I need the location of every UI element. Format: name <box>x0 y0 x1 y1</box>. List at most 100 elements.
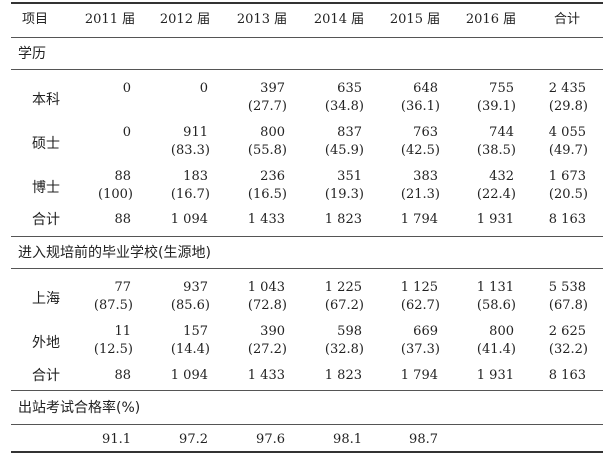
table-cell-percent: (39.1) <box>476 99 516 114</box>
table-cell-value: 97.2 <box>179 432 208 447</box>
table-cell-percent: (87.5) <box>93 298 133 313</box>
header-cell-2013: 2013 届 <box>236 12 288 27</box>
table-cell-value: 88 <box>114 212 131 227</box>
table-cell-value: 8 163 <box>548 212 586 227</box>
table-cell-value: 0 <box>122 125 131 140</box>
row-label-subtotal: 合计 <box>32 212 60 228</box>
section-title-education: 学历 <box>18 46 46 62</box>
table-cell-percent: (83.3) <box>170 143 210 158</box>
table-cell-value: 1 794 <box>400 368 438 383</box>
table-cell-percent: (41.4) <box>476 342 516 357</box>
table-cell-value: 937 <box>183 280 208 295</box>
table-cell-percent: (45.9) <box>324 143 364 158</box>
row-label-master: 硕士 <box>32 136 60 152</box>
table-cell-value: 97.6 <box>256 432 285 447</box>
table-cell-value: 1 094 <box>170 368 208 383</box>
table-cell-percent: (55.8) <box>247 143 287 158</box>
table-cell-percent: (32.8) <box>324 342 364 357</box>
table-cell-percent: (37.3) <box>400 342 440 357</box>
header-cell-total: 合计 <box>553 12 580 27</box>
top-rule <box>11 2 603 4</box>
row-label-shanghai: 上海 <box>32 291 60 307</box>
section-rule-3 <box>11 268 603 269</box>
table-cell-percent: (34.8) <box>324 99 364 114</box>
table-cell-value: 1 125 <box>400 280 438 295</box>
table-cell-percent: (16.7) <box>170 187 210 202</box>
table-cell-percent: (22.4) <box>476 187 516 202</box>
section-title-origin: 进入规培前的毕业学校(生源地) <box>18 245 211 261</box>
table-cell-value: 236 <box>260 169 285 184</box>
table-cell-percent: (29.8) <box>548 99 588 114</box>
table-cell-percent: (58.6) <box>476 298 516 313</box>
row-label-subtotal: 合计 <box>32 368 60 384</box>
section-rule-2 <box>11 236 603 237</box>
table-cell-value: 1 225 <box>324 280 362 295</box>
table-cell-percent: (19.3) <box>324 187 364 202</box>
table-cell-value: 98.1 <box>333 432 362 447</box>
table-cell-value: 5 538 <box>548 280 586 295</box>
table-cell-percent: (20.5) <box>548 187 588 202</box>
header-cell-2015: 2015 届 <box>389 12 441 27</box>
table-cell-percent: (16.5) <box>247 187 287 202</box>
table-cell-percent: (36.1) <box>400 99 440 114</box>
table-cell-value: 432 <box>489 169 514 184</box>
table-cell-value: 800 <box>260 125 285 140</box>
table-cell-value: 1 823 <box>324 368 362 383</box>
table-cell-value: 88 <box>114 368 131 383</box>
table-cell-value: 183 <box>183 169 208 184</box>
header-cell-item: 项目 <box>22 12 49 27</box>
table-cell-value: 8 163 <box>548 368 586 383</box>
header-cell-2016: 2016 届 <box>465 12 517 27</box>
table-cell-value: 11 <box>114 324 131 339</box>
table-cell-value: 2 435 <box>548 81 586 96</box>
table-cell-value: 88 <box>114 169 131 184</box>
table-cell-value: 1 673 <box>548 169 586 184</box>
table-cell-value: 598 <box>337 324 362 339</box>
table-cell-value: 744 <box>489 125 514 140</box>
table-cell-percent: (38.5) <box>476 143 516 158</box>
header-cell-2012: 2012 届 <box>159 12 211 27</box>
row-label-bachelor: 本科 <box>32 92 60 108</box>
table-cell-value: 1 094 <box>170 212 208 227</box>
table-cell-percent: (62.7) <box>400 298 440 313</box>
table-cell-value: 2 625 <box>548 324 586 339</box>
table-cell-value: 390 <box>260 324 285 339</box>
table-cell-percent: (72.8) <box>247 298 287 313</box>
table-cell-percent: (21.3) <box>400 187 440 202</box>
table-cell-value: 1 794 <box>400 212 438 227</box>
table-cell-value: 4 055 <box>548 125 586 140</box>
section-title-pass-rate: 出站考试合格率(%) <box>18 400 141 416</box>
header-cell-2011: 2011 届 <box>84 12 136 27</box>
table-cell-value: 837 <box>337 125 362 140</box>
table-cell-percent: (14.4) <box>170 342 210 357</box>
table-cell-value: 669 <box>413 324 438 339</box>
table-cell-value: 0 <box>199 81 208 96</box>
section-rule-1 <box>11 69 603 70</box>
header-cell-2014: 2014 届 <box>313 12 365 27</box>
row-label-doctor: 博士 <box>32 180 60 196</box>
table-cell-value: 800 <box>489 324 514 339</box>
table-cell-percent: (32.2) <box>548 342 588 357</box>
bottom-rule <box>11 451 603 453</box>
table-cell-value: 763 <box>413 125 438 140</box>
table-cell-value: 383 <box>413 169 438 184</box>
table-cell-value: 1 823 <box>324 212 362 227</box>
table-cell-value: 1 433 <box>247 212 285 227</box>
table-cell-percent: (27.7) <box>247 99 287 114</box>
table-cell-value: 397 <box>260 81 285 96</box>
table-cell-value: 157 <box>183 324 208 339</box>
table-cell-value: 1 931 <box>476 212 514 227</box>
section-rule-5 <box>11 424 603 425</box>
table-cell-percent: (27.2) <box>247 342 287 357</box>
table-cell-value: 755 <box>489 81 514 96</box>
table-cell-percent: (42.5) <box>400 143 440 158</box>
section-rule-4 <box>11 390 603 391</box>
table-cell-percent: (12.5) <box>93 342 133 357</box>
table-cell-percent: (85.6) <box>170 298 210 313</box>
table-cell-percent: (67.8) <box>548 298 588 313</box>
table-cell-percent: (67.2) <box>324 298 364 313</box>
table-cell-value: 77 <box>114 280 131 295</box>
table-cell-value: 98.7 <box>409 432 438 447</box>
table-cell-value: 1 931 <box>476 368 514 383</box>
